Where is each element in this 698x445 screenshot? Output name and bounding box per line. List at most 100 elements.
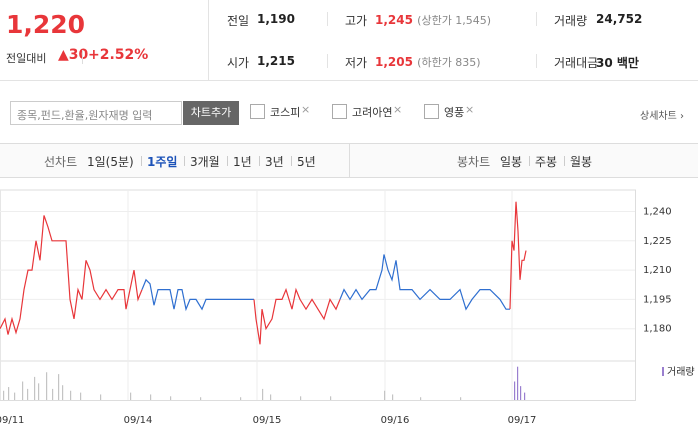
tab[interactable]: 3년 xyxy=(265,155,284,169)
x-tick-label: 09/17 xyxy=(508,415,537,426)
volume-bar xyxy=(330,396,332,400)
detail-chart-link[interactable]: 상세차트 › xyxy=(640,111,684,122)
field-value: 1,215 xyxy=(257,54,295,68)
change-value: 30 xyxy=(68,47,89,63)
checkbox[interactable] xyxy=(332,104,347,119)
search-input[interactable]: 종목,펀드,환율,원자재명 입력 xyxy=(10,101,182,125)
price-line xyxy=(0,215,143,335)
volume-bar xyxy=(62,385,64,400)
placeholder: 종목,펀드,환율,원자재명 입력 xyxy=(17,109,153,122)
change-label: 전일대비 xyxy=(6,52,47,65)
field-value: 1,190 xyxy=(257,12,295,26)
field-value: 30 백만 xyxy=(596,56,639,70)
x-tick-label: 09/14 xyxy=(124,415,153,426)
volume-bar xyxy=(34,376,36,400)
divider xyxy=(327,12,328,26)
tab[interactable]: 1주일 xyxy=(147,155,178,169)
volume-bar xyxy=(300,396,302,400)
chart: 1,240 1,225 1,210 1,195 1,180 09/11 09/14 09/15… xyxy=(0,189,695,426)
tab[interactable]: 주봉 xyxy=(535,155,558,169)
divider xyxy=(536,54,537,68)
volume-bar xyxy=(27,388,29,400)
y-tick-label: 1,195 xyxy=(643,294,672,305)
divider xyxy=(327,54,328,68)
y-tick-label: 1,210 xyxy=(643,265,672,276)
volume-bar xyxy=(130,392,132,400)
plot-frame xyxy=(0,189,636,401)
volume-bar xyxy=(80,392,82,400)
divider xyxy=(536,12,537,26)
tab-divider xyxy=(141,156,142,166)
check-label: 코스피 xyxy=(270,106,301,119)
field-note: (하한가 835) xyxy=(417,56,481,69)
tab-divider xyxy=(227,156,228,166)
price-line xyxy=(253,287,341,345)
change: ▲30 xyxy=(58,47,89,63)
volume-bar xyxy=(270,394,272,400)
volume-bar xyxy=(520,386,522,400)
volume-bar xyxy=(150,394,152,400)
detail-chart: 상세차트 xyxy=(640,111,677,122)
y-tick-label: 1,225 xyxy=(643,236,672,247)
tab-group-label: 선차트 xyxy=(44,155,78,169)
volume-bar xyxy=(262,388,264,400)
volume-bar xyxy=(52,388,54,400)
checkbox[interactable] xyxy=(250,104,265,119)
volume-legend-key xyxy=(662,367,664,376)
check-label: 고려아연 xyxy=(352,106,393,119)
tab-divider xyxy=(259,156,260,166)
tab[interactable]: 일봉 xyxy=(500,155,523,169)
volume-bar xyxy=(392,394,394,400)
price-box: 1,220 전일대비 ▲30 +2.52% xyxy=(0,0,209,81)
tab-group-label: 봉차트 xyxy=(457,155,491,169)
add-chart-button[interactable]: 차트추가 xyxy=(183,101,239,125)
tab[interactable]: 1년 xyxy=(233,155,252,169)
volume-bar xyxy=(524,392,526,400)
volume-bar xyxy=(22,381,24,400)
volume-bar xyxy=(3,390,5,400)
quote-fields: 전일 1,190 고가 1,245 (상한가 1,545) 거래량 24,752 시가 1,2… xyxy=(209,0,698,81)
divider xyxy=(349,144,350,177)
remove-icon[interactable]: × xyxy=(393,103,403,116)
volume-bar xyxy=(46,372,48,400)
checkbox[interactable] xyxy=(424,104,439,119)
volume-bar xyxy=(170,396,172,400)
tab[interactable]: 3개월 xyxy=(190,155,220,169)
tab-divider xyxy=(184,156,185,166)
tab[interactable]: 1일(5분) xyxy=(87,155,134,169)
volume-bar xyxy=(70,390,72,400)
volume-bar xyxy=(100,394,102,400)
y-tick-label: 1,240 xyxy=(643,206,672,217)
remove-icon[interactable]: × xyxy=(465,103,475,116)
tab-divider xyxy=(529,156,530,166)
tab[interactable]: 월봉 xyxy=(570,155,593,169)
volume-bar xyxy=(240,397,242,400)
tab-divider xyxy=(564,156,565,166)
x-tick-label: 09/11 xyxy=(0,415,24,426)
divider xyxy=(82,50,83,64)
tab-divider xyxy=(291,156,292,166)
field-label: 거래량 xyxy=(554,14,588,28)
volume-bar xyxy=(8,387,10,400)
tab[interactable]: 5년 xyxy=(297,155,316,169)
field-label: 거래대금 xyxy=(554,56,599,70)
price: 1,220 xyxy=(6,10,86,39)
volume-legend: 거래량 xyxy=(667,366,695,378)
volume-bar xyxy=(14,392,16,400)
volume-bar xyxy=(384,390,386,400)
field-label: 전일 xyxy=(227,14,250,28)
x-tick-label: 09/15 xyxy=(253,415,282,426)
field-note: (상한가 1,545) xyxy=(417,14,492,27)
volume-bar xyxy=(517,366,519,400)
price-line xyxy=(141,278,254,312)
price-line xyxy=(509,201,527,310)
field-value: 1,205 (하한가 835) xyxy=(375,55,481,69)
check-label: 영풍 xyxy=(444,106,465,119)
tab-bar: 선차트 1일(5분) 1주일 3개월 1년 3년 5년 봉차트 일봉 주봉 월봉 xyxy=(0,143,698,178)
volume-bar xyxy=(58,374,60,400)
x-tick-label: 09/16 xyxy=(381,415,410,426)
y-tick-label: 1,180 xyxy=(643,324,672,335)
field-label: 저가 xyxy=(345,56,368,70)
remove-icon[interactable]: × xyxy=(301,103,311,116)
